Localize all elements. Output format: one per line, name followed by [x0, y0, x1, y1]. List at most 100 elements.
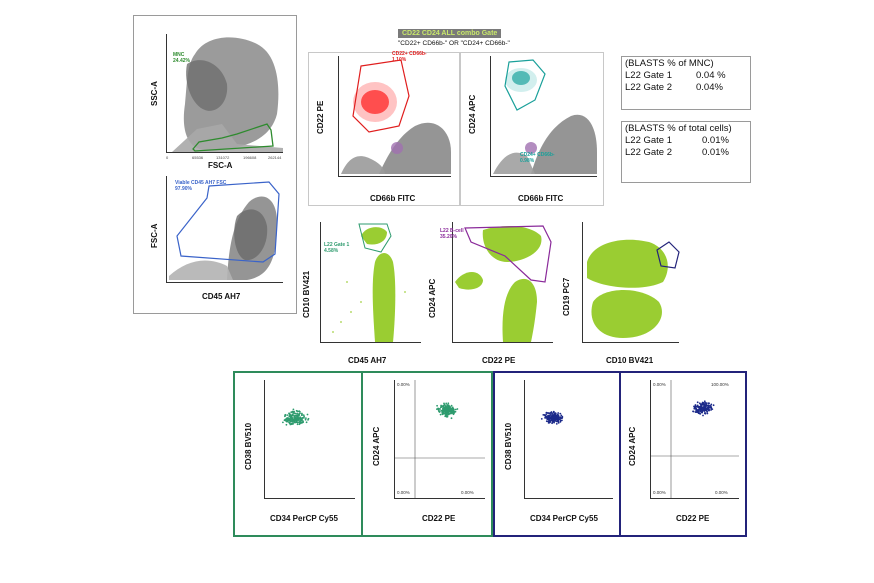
plot-cd22-cd24-quadrant-gate1: 0.00% 0.00% 0.00% CD22 PE CD24 APC [364, 374, 488, 530]
event-dot [442, 404, 445, 407]
tick-label: 196608 [243, 155, 257, 160]
event-dot [700, 411, 703, 414]
event-dot [290, 422, 293, 425]
event-dot [696, 404, 699, 407]
plot-area [490, 56, 597, 177]
stats-mnc-box: (BLASTS % of MNC) L22 Gate 1 0.04 % L22 … [621, 56, 751, 110]
event-dot [297, 413, 300, 415]
event-dot [553, 416, 556, 419]
event-dot [307, 419, 309, 421]
cd22-gate [352, 59, 410, 133]
event-dot [448, 409, 451, 412]
event-scatter [282, 408, 310, 426]
event-dot [547, 412, 549, 414]
event-dot [557, 412, 560, 414]
event-dot [540, 418, 543, 420]
combo-gate-condition: "CD22+ CD66b-" OR "CD24+ CD66b-" [398, 40, 510, 47]
event-dot [297, 410, 299, 413]
preliminary-gates-frame [133, 15, 297, 314]
event-dot [704, 412, 707, 415]
event-dot [298, 423, 301, 426]
event-dot [553, 418, 555, 421]
event-dot [710, 407, 713, 410]
event-dot [285, 419, 287, 422]
event-dot [698, 405, 700, 408]
event-dot [446, 407, 448, 410]
event-dot [301, 417, 304, 419]
event-dot [296, 419, 299, 421]
event-dot [445, 406, 447, 408]
cd22-gate-label: CD22+ CD66b- 1.10% [392, 51, 427, 63]
panel-frame [460, 52, 604, 206]
event-dot [560, 414, 563, 417]
event-dot [710, 403, 713, 406]
event-dot [703, 404, 705, 407]
event-dot [300, 414, 303, 416]
stats-total-box: (BLASTS % of total cells) L22 Gate 1 0.0… [621, 121, 751, 183]
event-dot [551, 422, 553, 425]
event-dot [707, 404, 710, 407]
event-dot [293, 412, 295, 415]
event-dot [447, 410, 449, 413]
event-dot [710, 405, 712, 407]
event-scatter [540, 410, 564, 425]
event-dot [439, 413, 442, 416]
viable-gate-label: Viable CD45 AH7 FSC 97.90% [175, 180, 227, 192]
event-dot [443, 410, 445, 412]
event-dot [693, 405, 695, 408]
event-dot [443, 406, 446, 409]
event-dot [284, 413, 287, 416]
y-axis-label: FSC-A [150, 223, 159, 248]
plot-cd22-cd24: L22 B-cell 35.20% CD22 PE CD24 APC [424, 218, 556, 370]
stats-row-label: L22 Gate 2 [625, 147, 673, 158]
event-dot [456, 408, 459, 410]
event-dot [453, 410, 456, 413]
event-dot [447, 402, 450, 405]
event-dot [545, 411, 548, 414]
event-dot [703, 400, 706, 403]
x-axis-label: CD45 AH7 [202, 292, 241, 301]
event-dot [283, 419, 286, 422]
plot-cd45-cd10: L22 Gate 1 4.58% CD45 AH7 CD10 BV421 [298, 218, 424, 370]
event-dot [296, 423, 299, 426]
event-dot [441, 410, 443, 412]
event-dot [702, 409, 704, 412]
panel-frame [308, 52, 460, 206]
event-dot [304, 418, 307, 421]
event-dot [302, 420, 304, 423]
plot-cd66b-cd24: CD24+ CD66b- 0.98% CD66b FITC CD24 APC [460, 48, 612, 208]
event-dot [297, 417, 300, 419]
plot-area [452, 222, 553, 343]
x-axis-label: CD10 BV421 [606, 356, 654, 365]
event-dot [552, 420, 555, 423]
event-dot [557, 415, 560, 418]
event-dot [291, 411, 294, 413]
y-axis-label: CD24 APC [372, 426, 381, 466]
event-dot [305, 421, 308, 424]
stats-row-value: 0.04 % [696, 70, 726, 81]
event-dot [450, 412, 452, 415]
cd19-gate [656, 241, 680, 269]
event-dot [436, 408, 438, 410]
event-dot [449, 407, 452, 410]
event-dot [287, 420, 289, 423]
l22-bcell-label: L22 B-cell 35.20% [440, 228, 464, 240]
plot-area [524, 380, 613, 499]
event-dot [705, 408, 708, 411]
event-dot [300, 421, 302, 424]
event-dot [291, 413, 294, 416]
event-dot [548, 414, 551, 417]
event-dot [447, 412, 450, 415]
quadrant-lr: 0.00% [715, 490, 728, 495]
event-dot [289, 419, 291, 422]
x-axis-label: CD34 PerCP Cy55 [270, 514, 338, 523]
mnc-gate-label: MNC 24.42% [173, 52, 190, 64]
l22-bcell-gate [464, 225, 552, 283]
event-dot [296, 421, 298, 423]
event-dot [549, 412, 551, 415]
event-dot [705, 404, 708, 406]
x-axis-label: CD34 PerCP Cy55 [530, 514, 598, 523]
event-dot [292, 408, 295, 411]
event-dot [454, 408, 457, 411]
stats-row-value: 0.01% [702, 147, 729, 158]
